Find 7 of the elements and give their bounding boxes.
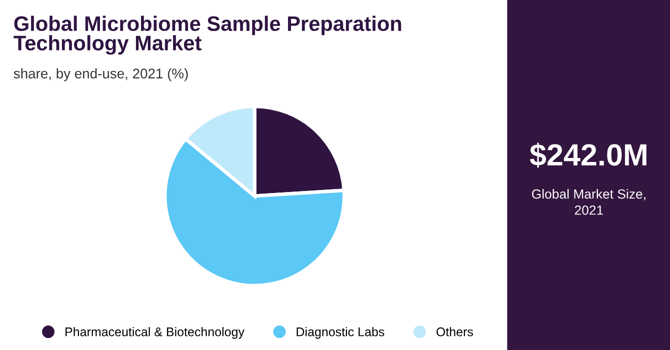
legend-label: Pharmaceutical & Biotechnology [66,327,244,339]
legend-label: Diagnostic Labs [296,327,384,339]
text: $242.0M [530,142,646,168]
legend-label: Others [436,327,473,336]
chart-subtitle: share, by end-use, 2021 (%) [14,68,188,82]
chart-title: Global Microbiome Sample Preparation Technology Market [14,16,402,55]
text: Global Market Size, 2021 [532,189,646,215]
